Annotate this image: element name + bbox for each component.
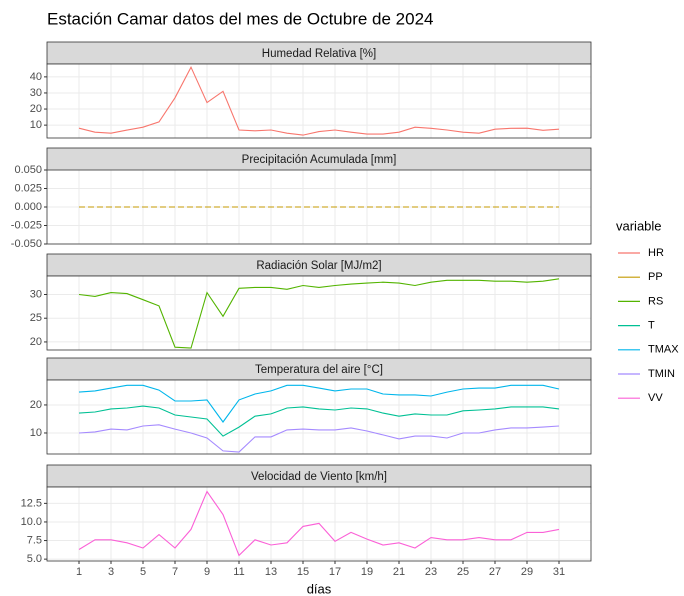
- y-tick-label: 0.000: [14, 201, 42, 213]
- y-tick-label: 20: [30, 103, 42, 115]
- chart-title: Estación Camar datos del mes de Octubre …: [47, 9, 434, 28]
- y-tick-label: -0.050: [11, 238, 42, 250]
- x-tick-label: 1: [76, 566, 82, 578]
- facet-title: Humedad Relativa [%]: [262, 48, 376, 60]
- x-tick-label: 3: [108, 566, 114, 578]
- data-line: [78, 490, 560, 557]
- legend-label: VV: [648, 392, 663, 404]
- y-tick-label: 25: [30, 312, 42, 324]
- facet-title: Velocidad de Viento [km/h]: [251, 471, 387, 483]
- x-tick-label: 29: [521, 566, 533, 578]
- legend-label: HR: [648, 247, 664, 259]
- legend-label: TMAX: [648, 344, 679, 356]
- data-line: [78, 424, 560, 453]
- legend-label: TMIN: [648, 368, 675, 380]
- x-tick-label: 23: [425, 566, 437, 578]
- y-tick-label: 10: [30, 427, 42, 439]
- legend-label: T: [648, 320, 655, 332]
- x-tick-label: 15: [297, 566, 309, 578]
- panel-border: [46, 169, 592, 245]
- y-tick-label: 0.050: [14, 164, 42, 176]
- panel: [47, 276, 591, 350]
- legend-label: PP: [648, 271, 663, 283]
- facet-title: Temperatura del aire [°C]: [255, 364, 383, 376]
- x-tick-label: 17: [329, 566, 341, 578]
- panel: [47, 64, 591, 138]
- panel-border: [46, 379, 592, 455]
- x-tick-label: 27: [489, 566, 501, 578]
- y-tick-label: 30: [30, 288, 42, 300]
- y-tick-label: 12.5: [21, 497, 42, 509]
- x-tick-label: 19: [361, 566, 373, 578]
- y-tick-label: 10.0: [21, 516, 42, 528]
- y-tick-label: 20: [30, 336, 42, 348]
- y-tick-label: -0.025: [11, 219, 42, 231]
- panel-border: [46, 275, 592, 351]
- x-tick-label: 13: [265, 566, 277, 578]
- y-tick-label: 10: [30, 119, 42, 131]
- x-axis-label: días: [307, 581, 332, 596]
- y-tick-label: 20: [30, 399, 42, 411]
- x-tick-label: 9: [204, 566, 210, 578]
- x-tick-label: 21: [393, 566, 405, 578]
- y-tick-label: 40: [30, 71, 42, 83]
- panel-border: [46, 63, 592, 139]
- y-tick-label: 5.0: [27, 553, 42, 565]
- data-line: [78, 278, 560, 349]
- y-tick-label: 0.025: [14, 182, 42, 194]
- x-tick-label: 5: [140, 566, 146, 578]
- facet-title: Radiación Solar [MJ/m2]: [256, 260, 381, 272]
- facet-title: Precipitación Acumulada [mm]: [242, 154, 397, 166]
- data-line: [78, 384, 560, 423]
- x-tick-label: 11: [233, 566, 244, 578]
- panel: [47, 380, 591, 454]
- legend-title: variable: [616, 218, 662, 233]
- y-tick-label: 30: [30, 87, 42, 99]
- data-line: [78, 65, 560, 136]
- x-tick-label: 25: [457, 566, 469, 578]
- data-line: [78, 405, 560, 437]
- panel-border: [46, 486, 592, 562]
- x-tick-label: 31: [553, 566, 565, 578]
- legend-label: RS: [648, 295, 663, 307]
- x-tick-label: 7: [172, 566, 178, 578]
- y-tick-label: 7.5: [27, 534, 42, 546]
